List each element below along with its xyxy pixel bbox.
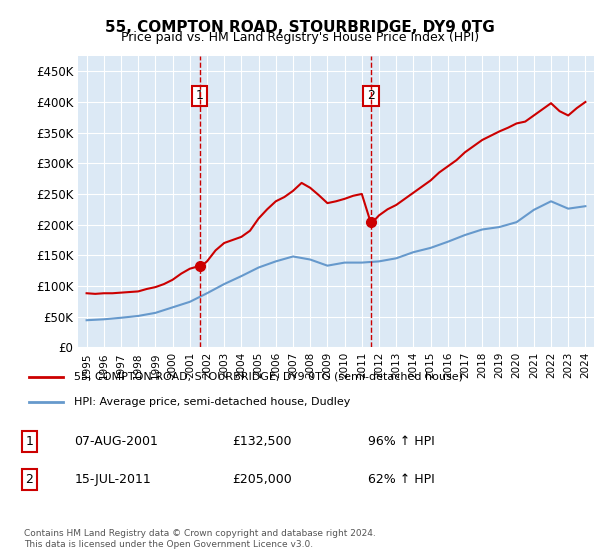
- Text: £132,500: £132,500: [232, 435, 292, 448]
- Text: Price paid vs. HM Land Registry's House Price Index (HPI): Price paid vs. HM Land Registry's House …: [121, 31, 479, 44]
- Text: 07-AUG-2001: 07-AUG-2001: [74, 435, 158, 448]
- Text: HPI: Average price, semi-detached house, Dudley: HPI: Average price, semi-detached house,…: [74, 396, 351, 407]
- Text: 62% ↑ HPI: 62% ↑ HPI: [368, 473, 434, 486]
- Text: 96% ↑ HPI: 96% ↑ HPI: [368, 435, 434, 448]
- Text: 2: 2: [367, 90, 375, 102]
- Text: 55, COMPTON ROAD, STOURBRIDGE, DY9 0TG: 55, COMPTON ROAD, STOURBRIDGE, DY9 0TG: [105, 20, 495, 35]
- Text: 2: 2: [25, 473, 33, 486]
- Text: 1: 1: [196, 90, 204, 102]
- Text: 55, COMPTON ROAD, STOURBRIDGE, DY9 0TG (semi-detached house): 55, COMPTON ROAD, STOURBRIDGE, DY9 0TG (…: [74, 372, 463, 382]
- Text: £205,000: £205,000: [232, 473, 292, 486]
- Text: 15-JUL-2011: 15-JUL-2011: [74, 473, 151, 486]
- Text: 1: 1: [25, 435, 33, 448]
- Text: Contains HM Land Registry data © Crown copyright and database right 2024.
This d: Contains HM Land Registry data © Crown c…: [24, 529, 376, 549]
